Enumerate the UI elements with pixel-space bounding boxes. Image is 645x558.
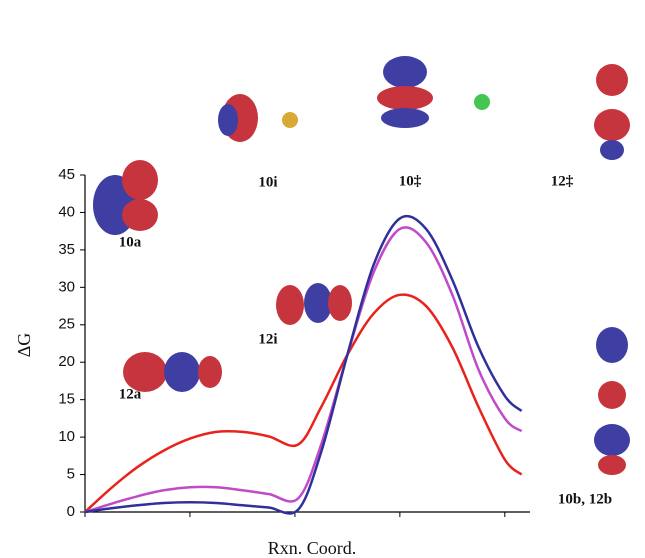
- x-axis-label: Rxn. Coord.: [268, 538, 357, 558]
- y-tick-label: 40: [58, 203, 75, 220]
- chart: ΔG Rxn. Coord. 0 5 10 15 20 25 30 35 40 45 10a 10i 1…: [0, 0, 645, 558]
- structure-label: 10i: [258, 174, 277, 190]
- structure-label: 10b, 12b: [558, 491, 612, 507]
- y-tick-label: 20: [58, 353, 75, 370]
- y-tick-label: 35: [58, 241, 75, 258]
- structure-label: 12i: [258, 331, 277, 347]
- y-tick-label: 5: [67, 466, 75, 483]
- y-tick-label: 30: [58, 278, 75, 295]
- molecule-art: [93, 56, 630, 475]
- y-tick-label: 45: [58, 166, 75, 183]
- structure-label: 10‡: [399, 173, 422, 189]
- y-tick-label: 25: [58, 316, 75, 333]
- y-tick-label: 0: [67, 503, 75, 520]
- y-tick-label: 15: [58, 391, 75, 408]
- y-tick-label: 10: [58, 428, 75, 445]
- y-axis-label: ΔG: [14, 333, 34, 358]
- line-series: [85, 295, 522, 512]
- structure-label: 10a: [119, 234, 142, 250]
- structure-label: 12‡: [551, 173, 574, 189]
- structure-label: 12a: [119, 386, 142, 402]
